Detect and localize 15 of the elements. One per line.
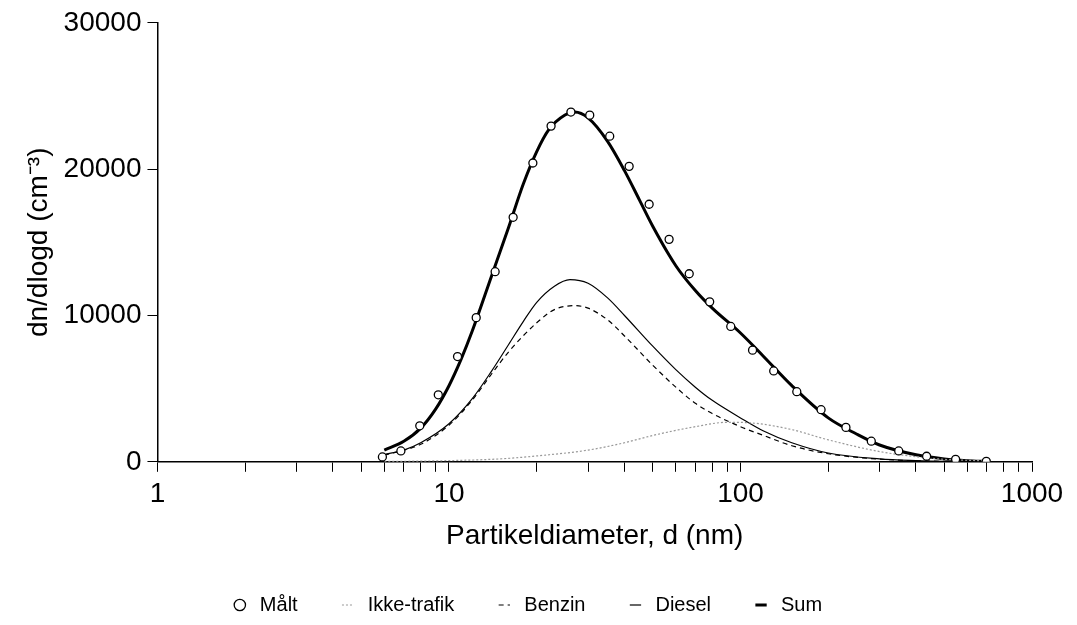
legend-label: Målt [259,592,299,615]
x-tick-label: 1 [149,477,166,509]
y-axis-title: dn/dlogd (cm⁻³) [21,147,53,338]
x-axis-title: Partikeldiameter, d (nm) [446,518,744,550]
y-tick-label: 10000 [63,298,142,330]
y-tick-label: 0 [125,444,142,476]
x-tick-label: 1000 [1000,477,1064,509]
legend-label: Sum [781,592,823,615]
y-tick-label: 20000 [63,151,142,183]
y-tick-label: 30000 [63,5,142,37]
x-tick-label: 100 [717,477,764,509]
legend-label: Benzin [524,592,586,615]
legend-label: Diesel [655,592,712,615]
x-tick-label: 10 [433,477,465,509]
legend-label: Ikke-trafik [367,592,456,615]
